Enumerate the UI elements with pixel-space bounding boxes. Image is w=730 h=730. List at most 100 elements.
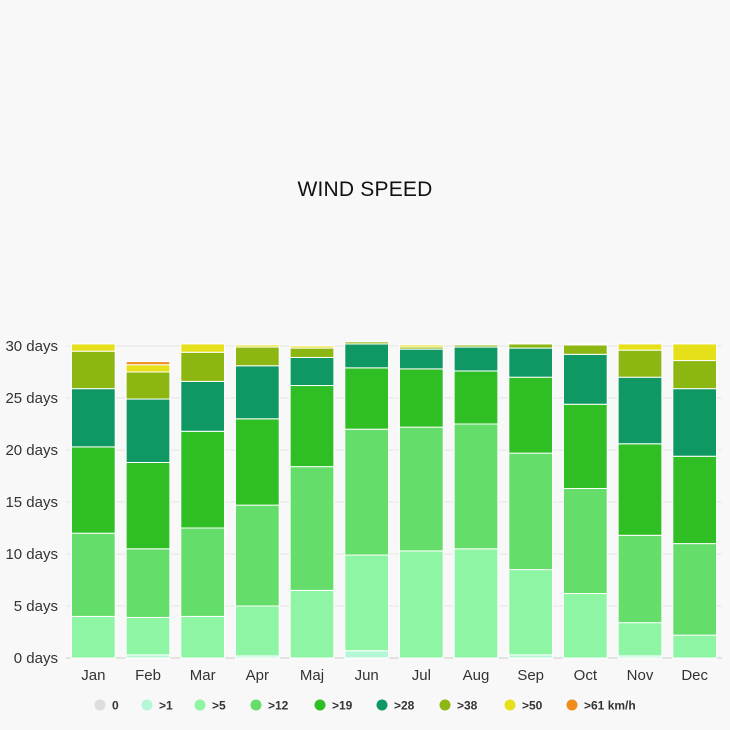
bar-segment[interactable] [617, 534, 663, 624]
bar-segment[interactable] [289, 345, 335, 349]
bar-segment[interactable] [508, 347, 554, 378]
bar-segment[interactable] [289, 589, 335, 659]
bar-segment[interactable] [508, 452, 554, 571]
bar-segment[interactable] [672, 360, 718, 390]
legend-label: >12 [268, 699, 289, 713]
bar-segment[interactable] [344, 367, 390, 430]
legend-label: >28 [394, 699, 415, 713]
bar-segment[interactable] [70, 343, 116, 352]
bar-segment[interactable] [344, 554, 390, 652]
bar-segment[interactable] [562, 593, 608, 659]
bar-segment[interactable] [125, 616, 171, 656]
bar-segment[interactable] [234, 504, 280, 607]
bar-segment[interactable] [289, 356, 335, 387]
bar-segment[interactable] [562, 343, 608, 346]
legend-item[interactable]: >28 [376, 699, 415, 713]
bar-segment[interactable] [398, 348, 444, 370]
bar-segment[interactable] [508, 569, 554, 656]
bar-segment[interactable] [672, 343, 718, 362]
bar-segment[interactable] [672, 388, 718, 457]
bar-segment[interactable] [453, 548, 499, 659]
bar-segment[interactable] [508, 343, 554, 349]
bar-segment[interactable] [398, 344, 444, 348]
bars [70, 341, 718, 659]
bar-segment[interactable] [453, 423, 499, 550]
legend-item[interactable]: >12 [250, 699, 289, 713]
bar-segment[interactable] [508, 342, 554, 345]
x-tick-label: Aug [463, 667, 490, 684]
bar-segment[interactable] [617, 443, 663, 536]
bar-segment[interactable] [672, 634, 718, 659]
legend: 0 >1 >5 >12 >19 >28 >38 >50 >61 km/h [94, 699, 636, 713]
bar-segment[interactable] [453, 346, 499, 372]
bar-segment[interactable] [70, 388, 116, 448]
y-tick-label: 0 days [14, 650, 58, 667]
bar-segment[interactable] [70, 532, 116, 617]
y-tick-label: 30 days [5, 338, 58, 355]
bar-segment[interactable] [125, 398, 171, 463]
legend-item[interactable]: >1 [141, 699, 174, 713]
bar-segment[interactable] [234, 365, 280, 420]
x-tick-label: Sep [517, 667, 544, 684]
bar-segment[interactable] [70, 615, 116, 659]
bar-segment[interactable] [562, 403, 608, 489]
legend-marker [504, 699, 516, 711]
legend-item[interactable]: >19 [314, 699, 353, 713]
bar-segment[interactable] [617, 343, 663, 351]
legend-label: 0 [112, 699, 119, 713]
bar-segment[interactable] [289, 347, 335, 358]
legend-item[interactable]: >38 [439, 699, 478, 713]
bar-segment[interactable] [562, 353, 608, 405]
x-tick-label: Oct [574, 667, 598, 684]
legend-marker [566, 699, 578, 711]
bar-segment[interactable] [180, 527, 226, 617]
legend-item[interactable]: >5 [194, 699, 227, 713]
bar-segment[interactable] [344, 650, 390, 659]
bar-segment[interactable] [234, 605, 280, 657]
bar-segment[interactable] [453, 370, 499, 425]
bar-segment[interactable] [289, 466, 335, 591]
bar-segment[interactable] [70, 446, 116, 534]
bar-segment[interactable] [125, 364, 171, 373]
bar-segment[interactable] [125, 548, 171, 618]
legend-marker [141, 699, 153, 711]
bar-segment[interactable] [344, 343, 390, 369]
bar-segment[interactable] [180, 343, 226, 353]
y-tick-label: 20 days [5, 442, 58, 459]
bar-segment[interactable] [453, 344, 499, 348]
bar-segment[interactable] [125, 361, 171, 366]
legend-marker [94, 699, 106, 711]
bar-segment[interactable] [672, 543, 718, 636]
bar-segment[interactable] [234, 418, 280, 506]
bar-segment[interactable] [617, 349, 663, 378]
bar-segment[interactable] [617, 376, 663, 445]
bar-segment[interactable] [125, 461, 171, 550]
bar-segment[interactable] [562, 344, 608, 355]
bar-segment[interactable] [398, 368, 444, 428]
bar-segment[interactable] [180, 351, 226, 382]
bar-segment[interactable] [180, 615, 226, 659]
bar-segment[interactable] [125, 371, 171, 400]
bar-segment[interactable] [70, 350, 116, 390]
bar-segment[interactable] [234, 344, 280, 348]
bar-segment[interactable] [180, 430, 226, 529]
legend-marker [194, 699, 206, 711]
legend-item[interactable]: 0 [94, 699, 120, 713]
bar-segment[interactable] [617, 622, 663, 657]
bar-segment[interactable] [398, 550, 444, 659]
bar-segment[interactable] [562, 487, 608, 595]
bar-segment[interactable] [508, 376, 554, 454]
legend-item[interactable]: >50 [504, 699, 543, 713]
bar-segment[interactable] [344, 428, 390, 556]
bar-segment[interactable] [398, 426, 444, 552]
bar-segment[interactable] [234, 346, 280, 367]
bar-segment[interactable] [180, 380, 226, 432]
bar-segment[interactable] [672, 455, 718, 545]
x-tick-label: Feb [135, 667, 161, 684]
x-tick-label: Maj [300, 667, 324, 684]
bar-segment[interactable] [344, 341, 390, 345]
legend-label: >5 [212, 699, 226, 713]
legend-item[interactable]: >61 km/h [566, 699, 636, 713]
bar-segment[interactable] [289, 385, 335, 468]
